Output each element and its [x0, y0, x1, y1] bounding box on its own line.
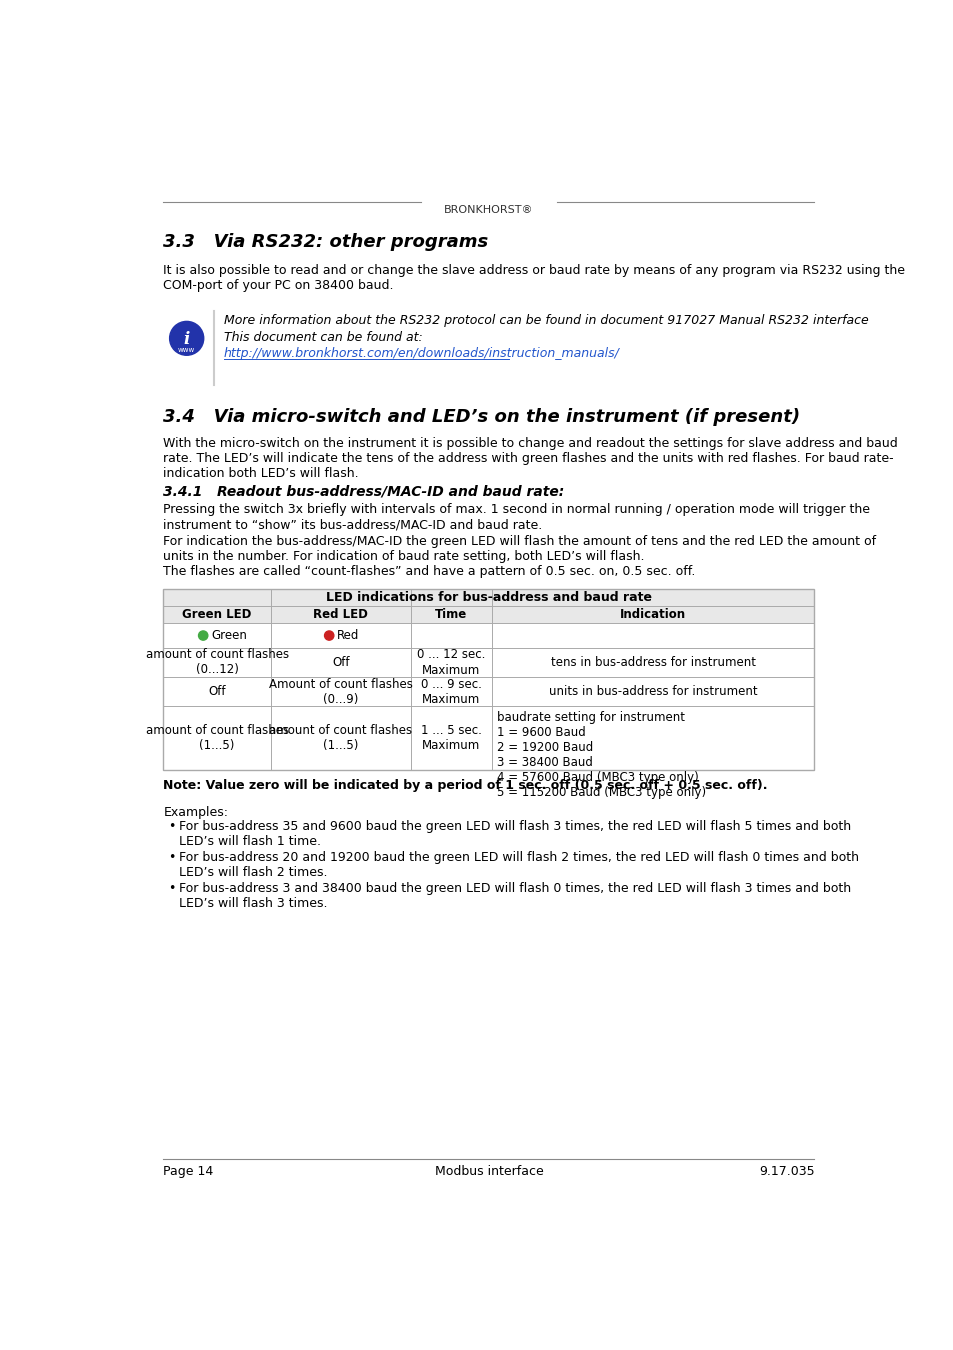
- Circle shape: [170, 321, 204, 355]
- Circle shape: [324, 630, 334, 640]
- Text: For bus-address 20 and 19200 baud the green LED will flash 2 times, the red LED : For bus-address 20 and 19200 baud the gr…: [179, 850, 858, 879]
- Text: Red LED: Red LED: [313, 609, 368, 621]
- Text: 3.4   Via micro-switch and LED’s on the instrument (if present): 3.4 Via micro-switch and LED’s on the in…: [163, 408, 800, 425]
- Text: Red: Red: [336, 629, 359, 643]
- Text: •: •: [168, 850, 175, 864]
- Text: Modbus interface: Modbus interface: [435, 1165, 542, 1179]
- Text: http://www.bronkhorst.com/en/downloads/instruction_manuals/: http://www.bronkhorst.com/en/downloads/i…: [224, 347, 619, 360]
- Text: With the micro-switch on the instrument it is possible to change and readout the: With the micro-switch on the instrument …: [163, 437, 897, 479]
- FancyBboxPatch shape: [163, 590, 814, 606]
- Text: tens in bus-address for instrument: tens in bus-address for instrument: [550, 656, 755, 670]
- Text: BRONKHORST®: BRONKHORST®: [444, 205, 533, 215]
- Text: Off: Off: [208, 686, 226, 698]
- Text: Note: Value zero will be indicated by a period of 1 sec. off (0.5 sec. off + 0.5: Note: Value zero will be indicated by a …: [163, 779, 767, 791]
- Text: baudrate setting for instrument
1 = 9600 Baud
2 = 19200 Baud
3 = 38400 Baud
4 = : baudrate setting for instrument 1 = 9600…: [497, 711, 705, 799]
- Text: Page 14: Page 14: [163, 1165, 213, 1179]
- Text: This document can be found at:: This document can be found at:: [224, 331, 422, 344]
- Text: •: •: [168, 821, 175, 833]
- Text: amount of count flashes
(1...5): amount of count flashes (1...5): [146, 724, 289, 752]
- Text: Green: Green: [211, 629, 247, 643]
- Text: 3.4.1   Readout bus-address/MAC-ID and baud rate:: 3.4.1 Readout bus-address/MAC-ID and bau…: [163, 485, 564, 498]
- Text: 1 ... 5 sec.
Maximum: 1 ... 5 sec. Maximum: [420, 724, 481, 752]
- Text: www: www: [178, 347, 195, 352]
- Text: For indication the bus-address/MAC-ID the green LED will flash the amount of ten: For indication the bus-address/MAC-ID th…: [163, 536, 876, 578]
- Text: More information about the RS232 protocol can be found in document 917027 Manual: More information about the RS232 protoco…: [224, 315, 868, 328]
- Text: i: i: [183, 331, 190, 348]
- Text: Examples:: Examples:: [163, 806, 228, 819]
- Text: Off: Off: [332, 656, 349, 670]
- Circle shape: [198, 630, 208, 640]
- Text: 9.17.035: 9.17.035: [758, 1165, 814, 1179]
- Text: Amount of count flashes
(0...9): Amount of count flashes (0...9): [269, 678, 413, 706]
- Text: Time: Time: [435, 609, 467, 621]
- Text: For bus-address 3 and 38400 baud the green LED will flash 0 times, the red LED w: For bus-address 3 and 38400 baud the gre…: [179, 882, 850, 910]
- Text: •: •: [168, 882, 175, 895]
- Text: amount of count flashes
(1...5): amount of count flashes (1...5): [269, 724, 412, 752]
- Text: LED indications for bus-address and baud rate: LED indications for bus-address and baud…: [326, 591, 651, 605]
- Text: It is also possible to read and or change the slave address or baud rate by mean: It is also possible to read and or chang…: [163, 263, 904, 292]
- Text: 3.3   Via RS232: other programs: 3.3 Via RS232: other programs: [163, 232, 488, 251]
- Text: amount of count flashes
(0...12): amount of count flashes (0...12): [146, 648, 289, 676]
- Text: Green LED: Green LED: [182, 609, 252, 621]
- Text: 0 ... 12 sec.
Maximum: 0 ... 12 sec. Maximum: [416, 648, 485, 676]
- Text: Pressing the switch 3x briefly with intervals of max. 1 second in normal running: Pressing the switch 3x briefly with inte…: [163, 504, 869, 531]
- Text: 0 ... 9 sec.
Maximum: 0 ... 9 sec. Maximum: [420, 678, 481, 706]
- Text: Indication: Indication: [619, 609, 685, 621]
- Text: units in bus-address for instrument: units in bus-address for instrument: [548, 686, 757, 698]
- FancyBboxPatch shape: [163, 606, 814, 624]
- Text: For bus-address 35 and 9600 baud the green LED will flash 3 times, the red LED w: For bus-address 35 and 9600 baud the gre…: [179, 821, 850, 848]
